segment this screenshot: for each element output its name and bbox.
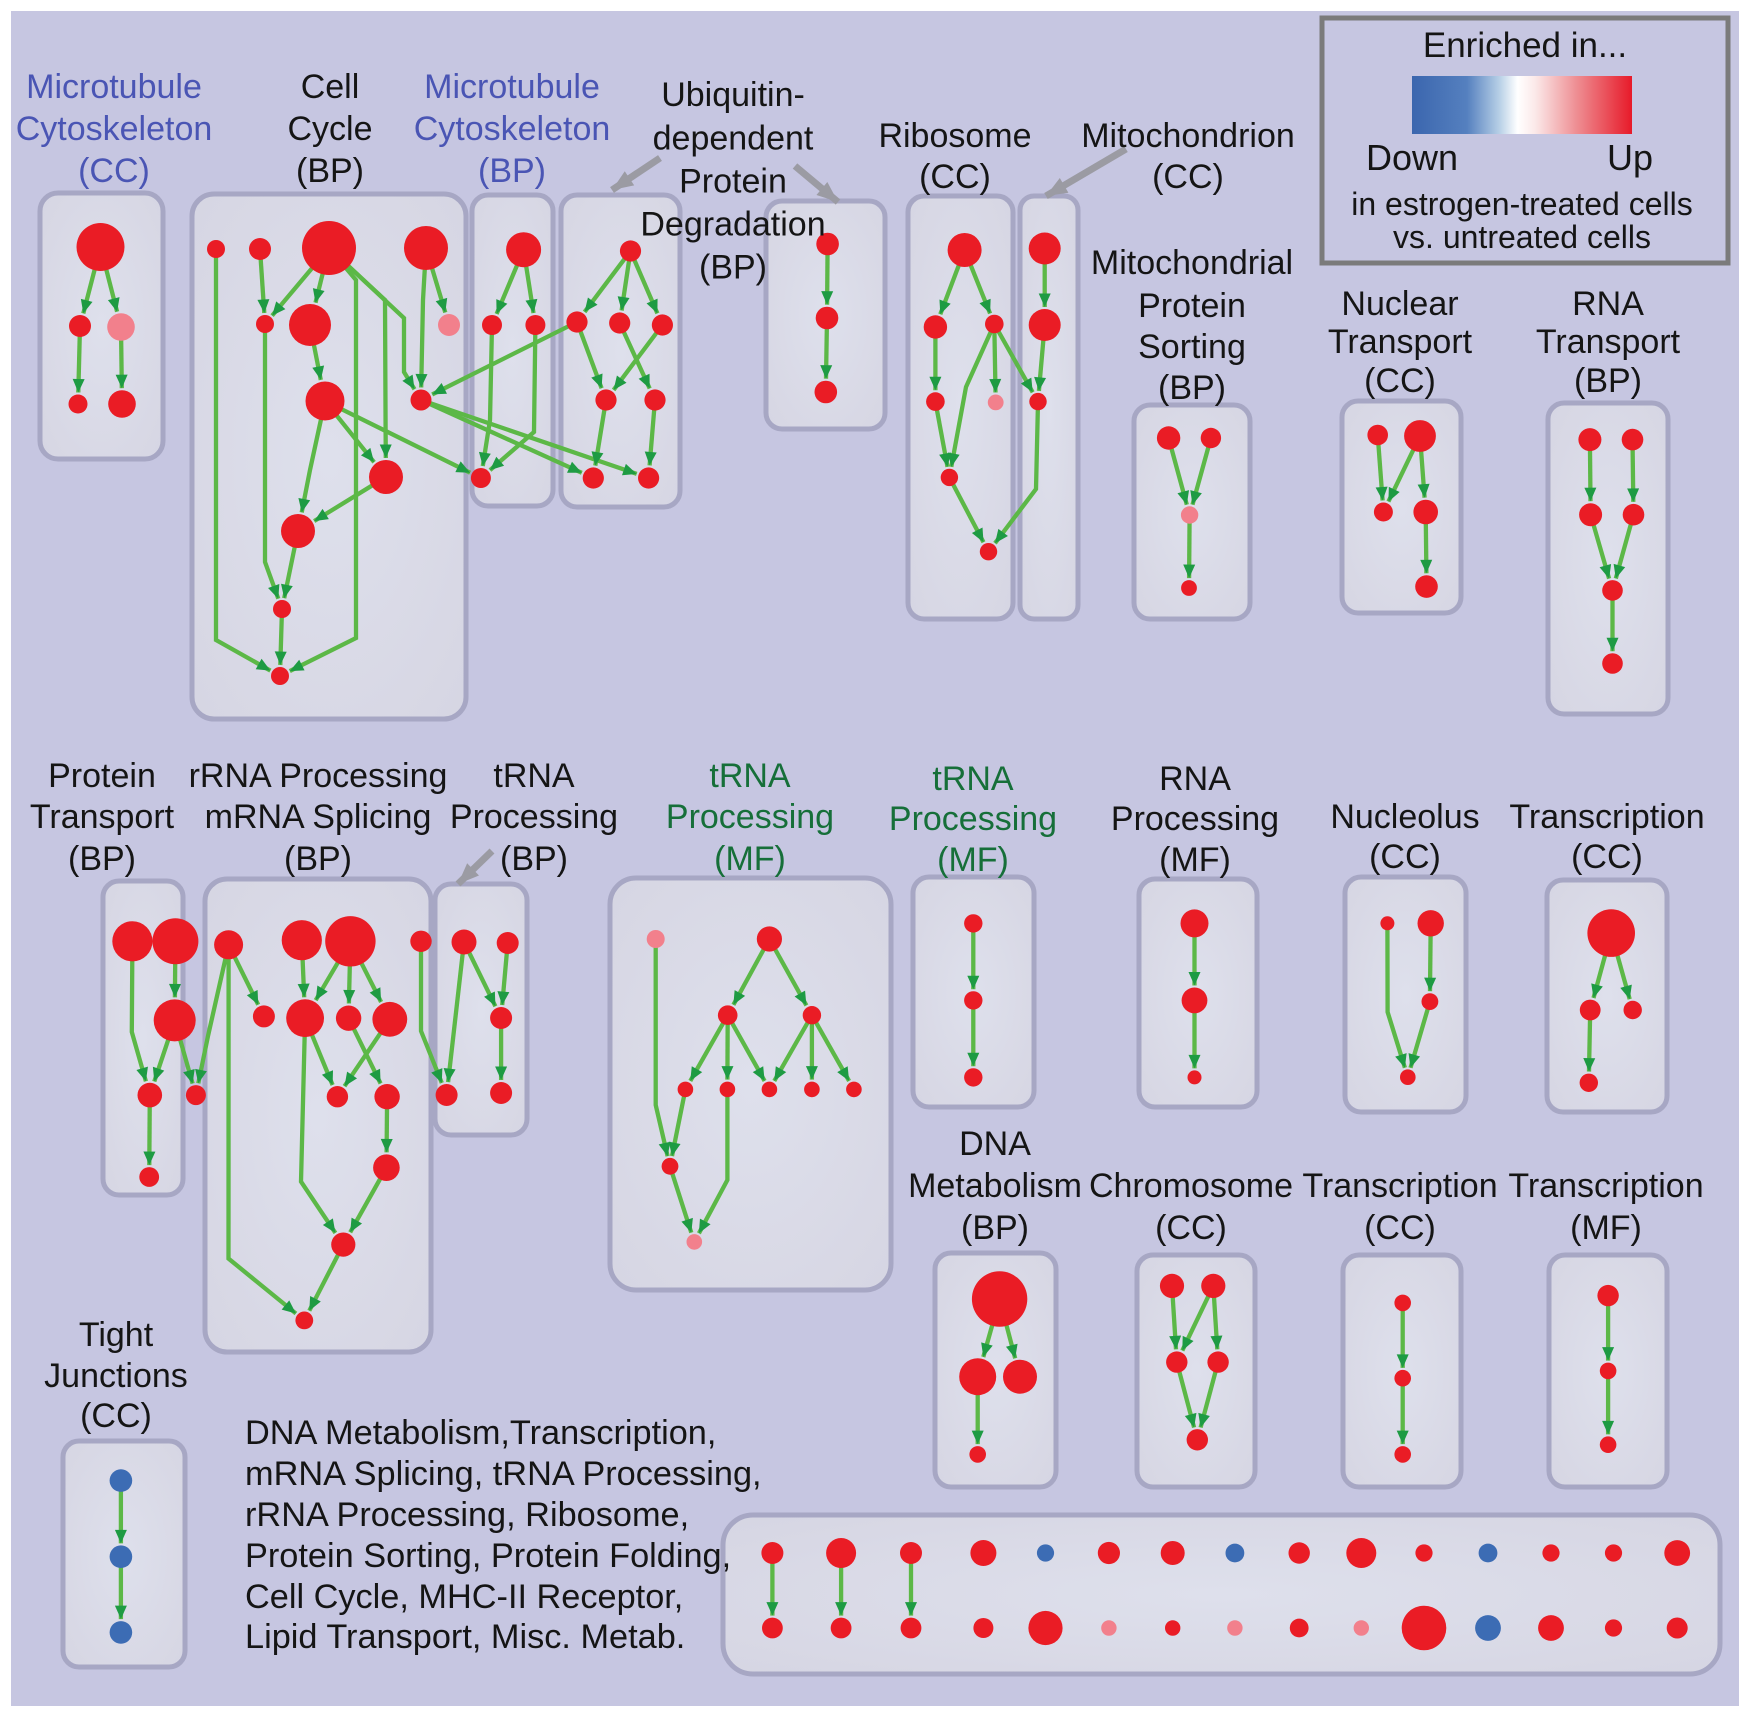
svg-text:(CC): (CC): [80, 1397, 152, 1435]
svg-text:Transport: Transport: [1536, 323, 1681, 361]
svg-text:Junctions: Junctions: [44, 1357, 188, 1395]
svg-text:Degradation: Degradation: [640, 206, 825, 244]
svg-text:(CC): (CC): [1571, 838, 1643, 876]
svg-text:tRNA: tRNA: [493, 757, 575, 795]
svg-text:Mitochondrial: Mitochondrial: [1091, 244, 1293, 282]
svg-text:(MF): (MF): [1159, 841, 1231, 879]
svg-text:(CC): (CC): [919, 158, 991, 196]
svg-text:Up: Up: [1607, 137, 1653, 178]
svg-text:Transcription: Transcription: [1509, 798, 1704, 836]
svg-text:(CC): (CC): [1364, 362, 1436, 400]
svg-text:Mitochondrion: Mitochondrion: [1081, 117, 1295, 155]
svg-text:Metabolism: Metabolism: [908, 1167, 1082, 1205]
svg-text:Transport: Transport: [30, 798, 175, 836]
svg-text:(CC): (CC): [1369, 838, 1441, 876]
svg-text:Processing: Processing: [889, 800, 1057, 838]
svg-text:Microtubule: Microtubule: [26, 68, 202, 106]
svg-text:DNA Metabolism,Transcription,: DNA Metabolism,Transcription,: [245, 1414, 716, 1452]
svg-text:Ribosome: Ribosome: [878, 117, 1031, 155]
svg-text:(CC): (CC): [78, 152, 150, 190]
svg-text:(CC): (CC): [1364, 1209, 1436, 1247]
svg-text:Transcription: Transcription: [1508, 1167, 1703, 1205]
svg-text:Lipid Transport, Misc. Metab.: Lipid Transport, Misc. Metab.: [245, 1618, 685, 1656]
svg-text:RNA: RNA: [1159, 760, 1231, 798]
svg-text:Enriched in...: Enriched in...: [1423, 26, 1627, 65]
svg-text:Protein Sorting, Protein Foldi: Protein Sorting, Protein Folding,: [245, 1537, 731, 1575]
svg-text:(BP): (BP): [296, 152, 364, 190]
svg-text:Protein: Protein: [1138, 287, 1246, 325]
svg-text:Processing: Processing: [450, 798, 618, 836]
svg-text:rRNA Processing, Ribosome,: rRNA Processing, Ribosome,: [245, 1496, 689, 1534]
svg-text:Microtubule: Microtubule: [424, 68, 600, 106]
svg-text:(BP): (BP): [500, 840, 568, 878]
svg-text:(CC): (CC): [1152, 158, 1224, 196]
svg-text:(BP): (BP): [1574, 362, 1642, 400]
svg-text:Ubiquitin-: Ubiquitin-: [661, 76, 805, 114]
svg-text:(CC): (CC): [1155, 1209, 1227, 1247]
svg-text:(MF): (MF): [937, 841, 1009, 879]
svg-text:Protein: Protein: [679, 163, 787, 201]
svg-text:tRNA: tRNA: [932, 760, 1014, 798]
svg-text:Down: Down: [1366, 137, 1458, 178]
svg-text:(BP): (BP): [284, 840, 352, 878]
svg-text:RNA: RNA: [1572, 285, 1644, 323]
svg-text:(BP): (BP): [68, 840, 136, 878]
svg-text:DNA: DNA: [959, 1125, 1031, 1163]
svg-text:Transcription: Transcription: [1302, 1167, 1497, 1205]
svg-text:rRNA Processing: rRNA Processing: [189, 757, 448, 795]
svg-text:(BP): (BP): [1158, 369, 1226, 407]
svg-text:mRNA Splicing, tRNA Processing: mRNA Splicing, tRNA Processing,: [245, 1455, 762, 1493]
svg-text:(MF): (MF): [1570, 1209, 1642, 1247]
svg-text:Processing: Processing: [666, 798, 834, 836]
svg-text:(BP): (BP): [699, 249, 767, 287]
svg-text:(BP): (BP): [961, 1209, 1029, 1247]
svg-text:dependent: dependent: [653, 120, 814, 158]
svg-text:tRNA: tRNA: [709, 757, 791, 795]
svg-text:Nuclear: Nuclear: [1341, 285, 1458, 323]
svg-text:Sorting: Sorting: [1138, 328, 1246, 366]
svg-text:Chromosome: Chromosome: [1089, 1167, 1293, 1205]
svg-text:(MF): (MF): [714, 840, 786, 878]
svg-text:Protein: Protein: [48, 757, 156, 795]
svg-text:Tight: Tight: [79, 1316, 154, 1354]
svg-text:Cycle: Cycle: [287, 110, 372, 148]
svg-text:Cell Cycle, MHC-II Receptor,: Cell Cycle, MHC-II Receptor,: [245, 1578, 683, 1616]
svg-text:Nucleolus: Nucleolus: [1330, 798, 1479, 836]
svg-text:Cytoskeleton: Cytoskeleton: [16, 110, 213, 148]
svg-text:vs. untreated cells: vs. untreated cells: [1393, 219, 1651, 255]
svg-text:Processing: Processing: [1111, 800, 1279, 838]
svg-text:Transport: Transport: [1328, 323, 1473, 361]
svg-text:(BP): (BP): [478, 152, 546, 190]
svg-text:mRNA Splicing: mRNA Splicing: [205, 798, 432, 836]
svg-text:Cell: Cell: [301, 68, 360, 106]
svg-text:Cytoskeleton: Cytoskeleton: [414, 110, 611, 148]
svg-text:in estrogen-treated cells: in estrogen-treated cells: [1351, 186, 1693, 222]
